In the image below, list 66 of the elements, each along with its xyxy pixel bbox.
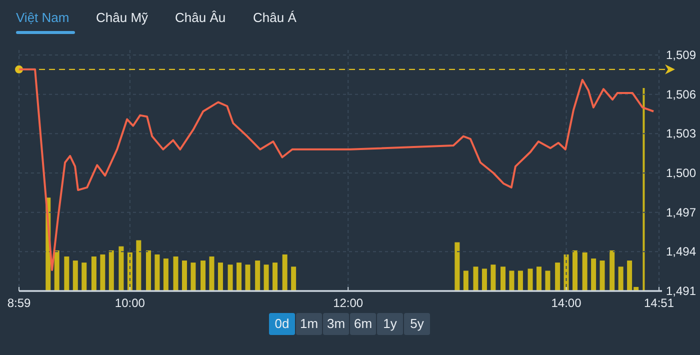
x-tick-label: 14:51 [644, 296, 674, 310]
bar [54, 250, 60, 291]
bar [209, 256, 214, 291]
y-tick-label: 1,503 [666, 126, 696, 141]
x-tick-label: 10:00 [114, 296, 146, 310]
x-tick-label: 8:59 [7, 296, 31, 310]
bar [463, 270, 468, 291]
bar [245, 264, 250, 291]
bar [610, 250, 615, 291]
bar [64, 256, 70, 291]
bar [490, 264, 496, 291]
bar [173, 256, 178, 291]
bar [264, 264, 269, 291]
y-tick-label: 1,500 [666, 166, 696, 180]
bar [200, 260, 206, 291]
bar [228, 264, 233, 291]
text: Châu Mỹ [96, 10, 149, 25]
bar [536, 266, 542, 291]
text: Châu Á [253, 10, 297, 25]
bar [545, 270, 550, 291]
bar [618, 266, 624, 291]
text: Việt Nam [16, 10, 70, 25]
bar [146, 250, 151, 291]
bar [291, 266, 296, 291]
bar [518, 270, 523, 291]
bar [154, 254, 160, 291]
text: 3m [326, 316, 346, 331]
bar [591, 258, 596, 291]
bar [190, 262, 196, 291]
bar [473, 266, 478, 291]
bar [118, 246, 124, 291]
text: 1y [383, 316, 398, 331]
bar [236, 262, 242, 291]
bar [255, 260, 260, 291]
bar [528, 268, 533, 291]
bar [572, 250, 578, 291]
bar [500, 266, 506, 291]
text: Châu Âu [175, 10, 226, 25]
text: 0d [274, 316, 290, 331]
text: 5y [410, 316, 424, 331]
bar [108, 250, 114, 291]
bar [182, 260, 187, 291]
y-tick-label: 1,494 [666, 244, 696, 259]
bar [91, 256, 96, 291]
bar [282, 254, 288, 291]
bar [163, 258, 168, 291]
text: 6m [354, 316, 372, 331]
x-tick-label: 14:00 [551, 296, 582, 310]
bar [72, 260, 78, 291]
y-tick-label: 1,497 [666, 205, 696, 220]
y-tick-label: 1,506 [666, 87, 696, 102]
bar [482, 268, 487, 291]
y-tick-label: 1,491 [666, 284, 696, 298]
bar [600, 260, 605, 291]
bar [82, 262, 87, 291]
y-tick-label: 1,509 [666, 48, 696, 62]
bar [272, 262, 278, 291]
bar [555, 262, 560, 291]
x-tick-label: 12:00 [333, 296, 364, 310]
bar [582, 252, 588, 291]
bar [454, 242, 460, 291]
bar [100, 254, 106, 291]
bar [509, 270, 514, 291]
bar [218, 262, 223, 291]
bar [136, 240, 142, 291]
text: 1m [300, 316, 318, 331]
